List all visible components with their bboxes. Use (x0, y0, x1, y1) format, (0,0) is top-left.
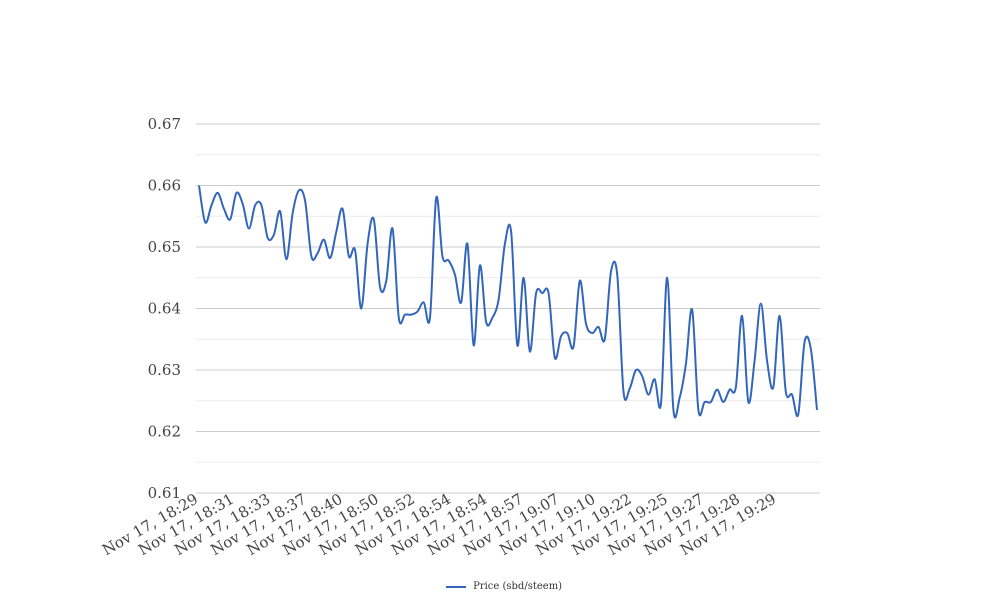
y-tick-label: 0.65 (148, 238, 181, 256)
y-tick-label: 0.63 (148, 361, 181, 379)
y-tick-label: 0.66 (148, 177, 181, 195)
y-tick-label: 0.62 (148, 423, 181, 441)
y-tick-label: 0.67 (148, 115, 181, 133)
y-tick-label: 0.64 (148, 300, 181, 318)
y-tick-label: 0.61 (148, 484, 181, 502)
legend-label-price: Price (sbd/steem) (473, 581, 563, 592)
series-line-price (198, 185, 818, 419)
legend-swatch (445, 585, 466, 588)
legend: Price (sbd/steem) (0, 581, 1008, 592)
